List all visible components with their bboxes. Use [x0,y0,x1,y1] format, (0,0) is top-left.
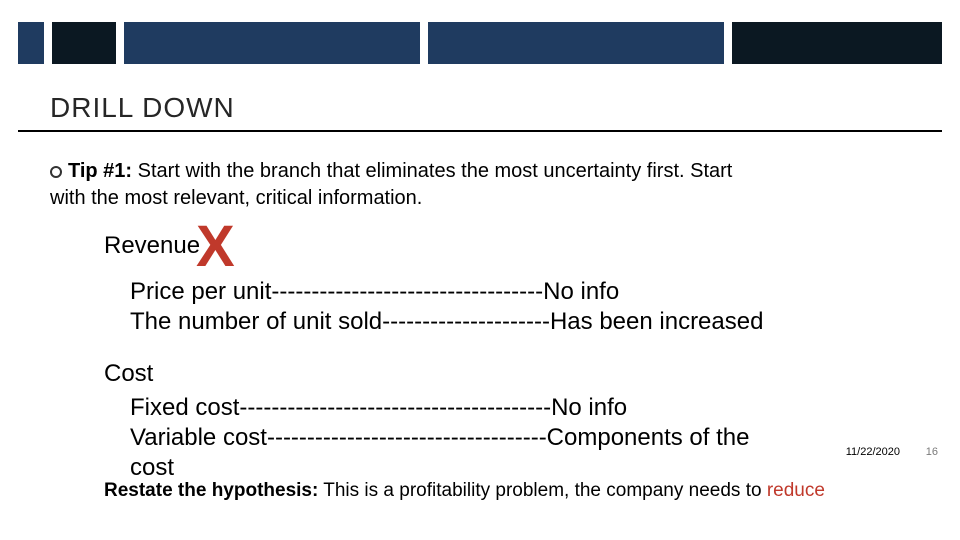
variable-cost-line-2: cost [130,454,174,482]
restate-label: Restate the hypothesis: [104,480,318,501]
units-sold-line: The number of unit sold-----------------… [130,308,930,336]
bar-seg-navy-2 [124,22,420,64]
price-per-unit-line: Price per unit--------------------------… [130,278,930,306]
footer-date: 11/22/2020 [846,446,900,458]
tip-label: Tip #1: [68,160,132,182]
bar-gap-1 [44,22,52,64]
bar-seg-navy-3 [428,22,724,64]
bullet-circle-icon [50,166,62,178]
bar-seg-navy-1 [18,22,44,64]
bar-seg-dark-2 [732,22,942,64]
restate-line: Restate the hypothesis: This is a profit… [104,480,930,502]
bar-gap-3 [420,22,428,64]
tip-paragraph: Tip #1: Start with the branch that elimi… [50,158,920,212]
restate-red-word: reduce [767,480,825,501]
slide-title: DRILL DOWN [50,92,235,124]
cost-label: Cost [104,360,153,388]
restate-body: This is a profitability problem, the com… [318,480,767,501]
footer-page-number: 16 [926,446,938,458]
title-underline [18,130,942,132]
bar-gap-2 [116,22,124,64]
header-color-bar [18,22,942,64]
tip-text-line2: with the most relevant, critical informa… [50,187,422,209]
bar-seg-dark-1 [52,22,116,64]
fixed-cost-line: Fixed cost------------------------------… [130,394,930,422]
revenue-label: Revenue [104,232,200,260]
bar-gap-4 [724,22,732,64]
variable-cost-line: Variable cost---------------------------… [130,424,930,452]
cross-out-x-icon: X [196,218,235,276]
tip-text-line1: Start with the branch that eliminates th… [132,160,732,182]
